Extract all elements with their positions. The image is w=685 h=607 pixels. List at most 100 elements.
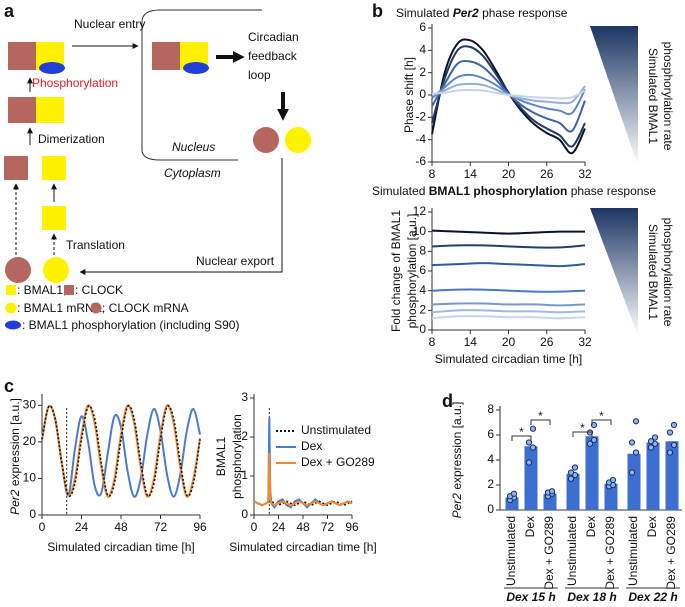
- series-line: [431, 229, 586, 235]
- y-tick-label: 2: [487, 477, 494, 491]
- clock: [8, 42, 36, 70]
- y-axis-label: Per2 expression [a.u.]: [450, 402, 464, 519]
- legend-label: Dex: [301, 439, 322, 453]
- y-tick-label: -2: [415, 110, 426, 124]
- y-tick-label: 2: [419, 65, 426, 79]
- data-point: [590, 421, 598, 429]
- x-tick-label: Dex: [523, 516, 537, 537]
- panel-label: a: [4, 1, 15, 21]
- legend-label: : CLOCK: [75, 283, 123, 297]
- data-point: [586, 440, 594, 447]
- data-point: [567, 475, 575, 482]
- series-line: [431, 244, 586, 249]
- data-point: [525, 439, 533, 446]
- series-line: [431, 38, 586, 155]
- x-axis-label: Simulated circadian time [h]: [435, 352, 582, 366]
- y-tick-label: 0: [419, 322, 426, 336]
- y-axis-label-part: Per2: [8, 489, 22, 515]
- series-line: [431, 88, 586, 100]
- x-tick-label: 72: [321, 520, 335, 534]
- significance-bracket: [530, 419, 551, 425]
- data-point: [510, 490, 518, 497]
- chart-title-part: phase response: [567, 184, 656, 198]
- x-tick-label: 48: [296, 520, 310, 534]
- y-tick-label: 8: [487, 402, 494, 416]
- y-tick-label: -4: [415, 132, 426, 146]
- x-tick-label: 96: [345, 520, 359, 534]
- y-axis-label-part: expression [a.u.]: [450, 402, 464, 493]
- x-axis-label: Simulated circadian time [h]: [229, 540, 376, 554]
- significance-label: *: [580, 421, 585, 435]
- panel-label: c: [4, 376, 14, 396]
- legend-label: : CLOCK mRNA: [102, 301, 189, 315]
- chart-title-part: BMAL1 phosphorylation: [429, 184, 568, 198]
- legend-label: : BMAL1 phosphorylation (including S90): [22, 318, 239, 332]
- y-tick-label: 2: [419, 303, 426, 317]
- x-tick-label: 72: [154, 520, 168, 534]
- label: Cytoplasm: [164, 166, 221, 180]
- x-tick-label: 14: [464, 335, 478, 349]
- series-line: [431, 302, 586, 307]
- x-tick-label: Unstimulated: [626, 516, 640, 586]
- chart-title: Simulated BMAL1 phosphorylation phase re…: [372, 184, 656, 198]
- label: Translation: [66, 238, 125, 252]
- x-tick-label: 48: [114, 520, 128, 534]
- label: Dimerization: [38, 132, 105, 146]
- series-line: [431, 45, 586, 148]
- data-point: [628, 439, 636, 446]
- clock: [4, 156, 28, 180]
- y-axis-label: Per2 expression [a.u.]: [8, 398, 22, 515]
- y-tick-label: 0: [241, 507, 248, 521]
- y-tick-label: 3: [241, 390, 248, 404]
- y-axis-label: Fold change of BMAL1: [389, 210, 403, 332]
- y-tick-label: 8: [419, 244, 426, 258]
- data-point: [529, 425, 537, 432]
- data-point: [567, 469, 575, 476]
- x-tick-label: 8: [429, 167, 436, 181]
- legend-label: : BMAL1 mRNA,: [17, 301, 105, 315]
- diagram: Phosphorylation Nuclear entry Circadian …: [4, 9, 311, 332]
- group-label: Dex 15 h: [506, 590, 555, 604]
- y-axis-label: BMAL1: [214, 437, 228, 477]
- y-tick-label: 30: [23, 397, 37, 411]
- label: Nuclear entry: [74, 17, 145, 31]
- x-tick-label: 26: [540, 335, 554, 349]
- panel-label: d: [442, 391, 453, 411]
- x-tick-label: 96: [193, 520, 207, 534]
- phospho: [39, 62, 65, 74]
- bar: [646, 442, 660, 510]
- data-point: [666, 449, 674, 456]
- bmal1-mrna: [285, 127, 311, 153]
- series-line: [431, 59, 586, 133]
- y-tick-label: 10: [413, 224, 427, 238]
- x-tick-label: 0: [251, 520, 258, 534]
- y-tick-label: 20: [23, 434, 37, 448]
- bmal1: [42, 156, 66, 180]
- gradient-wedge: [590, 208, 638, 336]
- x-tick-label: Dex: [645, 516, 659, 537]
- x-tick-label: Dex + GO289: [664, 516, 678, 590]
- data-point: [525, 459, 533, 466]
- legend-label: Unstimulated: [301, 423, 371, 437]
- bar: [524, 446, 538, 510]
- series-line: [431, 288, 586, 293]
- panel-label: b: [372, 1, 383, 21]
- bar: [627, 453, 641, 510]
- bmal1-mrna: [43, 257, 69, 283]
- clock: [8, 97, 36, 123]
- chart-title-part: Per2: [453, 6, 479, 20]
- series-line: [41, 404, 201, 498]
- y-tick-label: 1: [241, 468, 248, 482]
- phospho: [183, 62, 209, 74]
- significance-label: *: [519, 425, 524, 439]
- label: Circadian: [248, 30, 299, 44]
- label: Phosphorylation: [32, 76, 118, 90]
- significance-label: *: [538, 409, 543, 423]
- label: Nuclear export: [196, 254, 275, 268]
- x-tick-label: 20: [502, 167, 516, 181]
- chart-title-part: Simulated: [396, 6, 453, 20]
- arrow: [79, 158, 283, 275]
- nuclear-membrane: [141, 9, 262, 150]
- bar: [604, 483, 618, 510]
